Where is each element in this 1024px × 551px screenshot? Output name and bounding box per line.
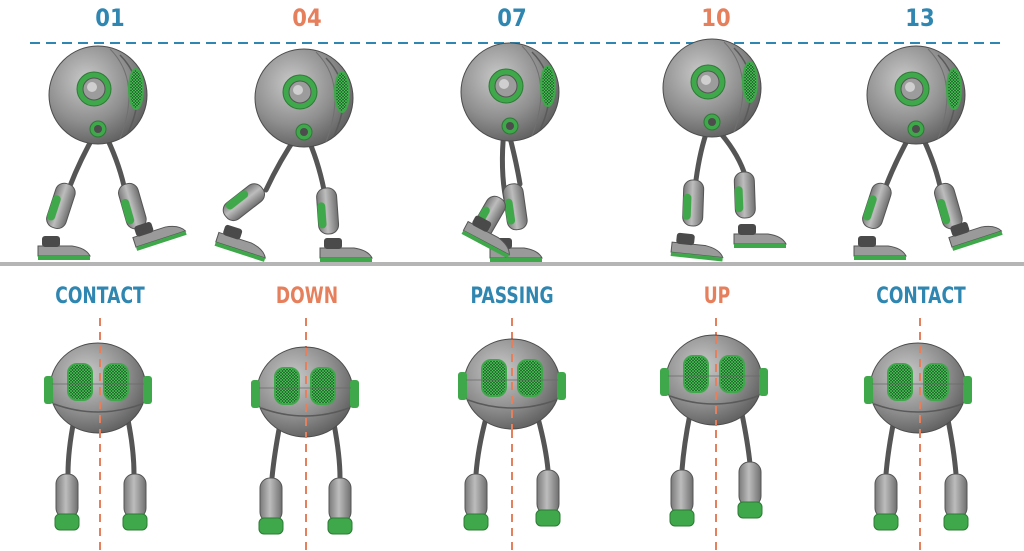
frame-number-4: 04 [292, 4, 322, 32]
front-robot-up [659, 334, 769, 527]
front-robot-down [250, 346, 360, 535]
side-robot-frame-10 [662, 38, 787, 262]
pose-label-up: UP [703, 284, 731, 309]
ground-line [0, 262, 1024, 266]
pose-label-contact-1: CONTACT [55, 284, 145, 309]
pose-label-contact-2: CONTACT [876, 284, 966, 309]
side-robot-frame-01 [37, 45, 188, 261]
frame-number-13: 13 [905, 4, 935, 32]
front-robot-passing [457, 338, 567, 531]
front-robot-contact-2 [863, 342, 973, 531]
side-robot-frame-07 [460, 42, 560, 263]
frame-number-7: 07 [497, 4, 527, 32]
pose-label-down: DOWN [275, 284, 339, 309]
pose-label-passing: PASSING [470, 284, 554, 309]
side-robot-frame-04 [214, 48, 373, 263]
frame-number-10: 10 [701, 4, 731, 32]
front-robot-contact-1 [43, 342, 153, 531]
frame-number-1: 01 [95, 4, 125, 32]
side-robot-frame-13 [853, 45, 1004, 261]
